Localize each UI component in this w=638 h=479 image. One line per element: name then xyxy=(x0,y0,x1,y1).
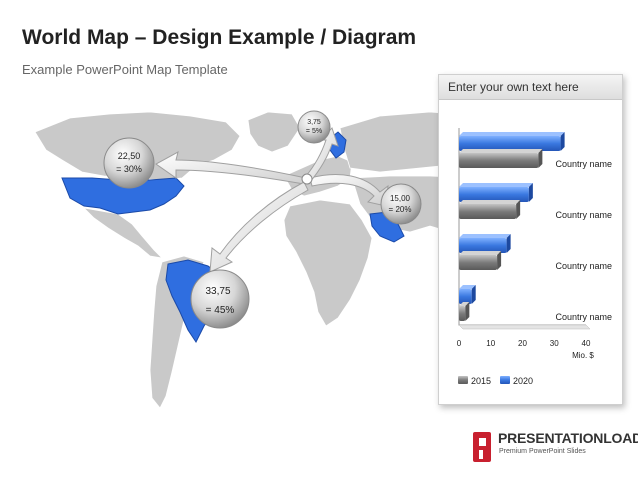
x-tick-label: 0 xyxy=(457,339,462,348)
x-tick-label: 40 xyxy=(582,339,591,348)
bar-2020 xyxy=(459,183,533,202)
arrow-to-brazil xyxy=(209,181,309,273)
africa xyxy=(283,199,373,327)
legend-item: 2015 xyxy=(458,376,491,386)
panel-header[interactable]: Enter your own text here xyxy=(439,75,622,100)
bar-2015 xyxy=(459,302,470,321)
arrow-to-usa xyxy=(155,151,307,185)
callout-share: = 45% xyxy=(206,305,235,316)
bar-2015 xyxy=(459,200,521,219)
category-label: Country name xyxy=(555,210,612,220)
callout-value: 22,50 xyxy=(118,151,141,161)
axis-floor xyxy=(458,324,591,330)
presentationload-logo-icon xyxy=(473,432,491,462)
logo-name: PRESENTATIONLOAD xyxy=(498,430,638,446)
callout-share: = 20% xyxy=(389,205,412,214)
callout-saudi: 15,00 = 20% xyxy=(380,183,422,225)
bar-2020 xyxy=(459,285,476,304)
callout-value: 3,75 xyxy=(307,119,321,126)
callout-usa: 22,50 = 30% xyxy=(103,137,155,189)
callout-brazil: 33,75 = 45% xyxy=(190,269,250,329)
legend-item: 2020 xyxy=(500,376,533,386)
legend-label: 2020 xyxy=(513,376,533,386)
category-label: Country name xyxy=(555,261,612,271)
logo-tagline: Premium PowerPoint Slides xyxy=(499,448,586,455)
hub-marker xyxy=(301,173,313,185)
x-tick-label: 30 xyxy=(550,339,559,348)
arrow-to-nordic xyxy=(305,127,339,183)
mexico xyxy=(82,207,164,259)
slide-subtitle: Example PowerPoint Map Template xyxy=(22,62,228,77)
callout-share: = 30% xyxy=(116,164,142,174)
bar-2020 xyxy=(459,132,565,151)
callout-share: = 5% xyxy=(306,128,322,135)
callout-value: 33,75 xyxy=(205,286,230,297)
x-tick-label: 10 xyxy=(486,339,495,348)
category-label: Country name xyxy=(555,312,612,322)
greenland xyxy=(247,111,301,153)
chart-panel: Enter your own text here xyxy=(438,74,623,405)
callout-nordic: 3,75 = 5% xyxy=(297,110,331,144)
legend-label: 2015 xyxy=(471,376,491,386)
slide-title: World Map – Design Example / Diagram xyxy=(22,26,417,49)
bar-2015 xyxy=(459,149,543,168)
bars-layer: Country name Country name Country name Coun… xyxy=(457,128,612,386)
x-axis-label: Mio. $ xyxy=(572,351,594,360)
x-tick-label: 20 xyxy=(518,339,527,348)
bar-2020 xyxy=(459,234,511,253)
arrow-to-saudi xyxy=(309,174,389,207)
category-label: Country name xyxy=(555,159,612,169)
callout-value: 15,00 xyxy=(390,194,411,203)
bar-2015 xyxy=(459,251,502,270)
